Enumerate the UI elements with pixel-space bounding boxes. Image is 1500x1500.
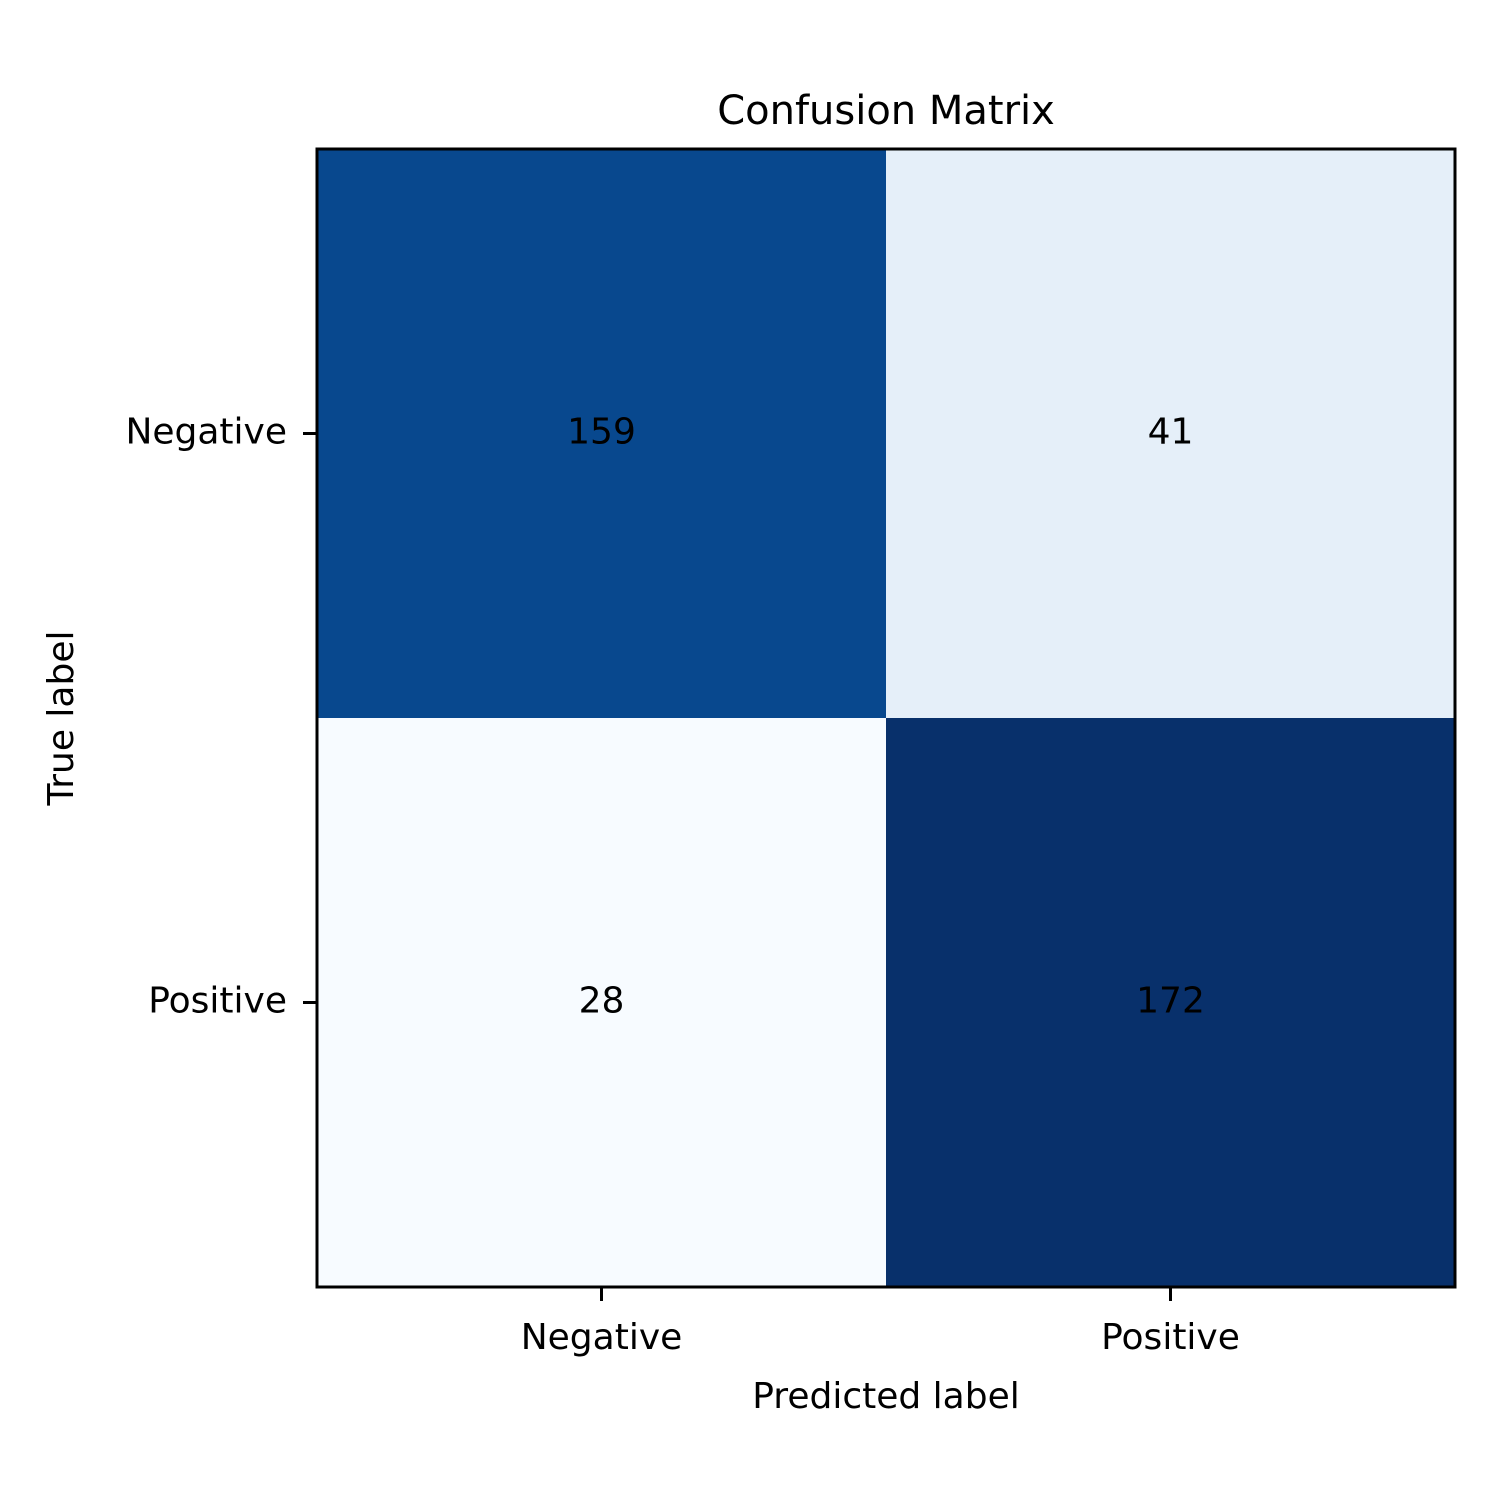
- chart-title: Confusion Matrix: [717, 88, 1055, 134]
- heatmap-cell-r0-c1: [886, 149, 1455, 718]
- x-axis-ticks: Negative Positive: [521, 1287, 1240, 1358]
- heatmap-cells: [317, 149, 1455, 1287]
- cell-value-label: 28: [579, 981, 625, 1022]
- heatmap-cell-labels: 159 41 28 172: [567, 412, 1205, 1022]
- plot-frame: [315, 147, 1457, 1289]
- y-tick-label: Positive: [148, 981, 287, 1022]
- cell-value-label: 159: [567, 412, 636, 453]
- x-tick-label: Positive: [1101, 1317, 1240, 1358]
- x-axis-label: Predicted label: [752, 1376, 1020, 1417]
- cell-value-label: 172: [1136, 981, 1205, 1022]
- heatmap-cell-r1-c1: [886, 718, 1455, 1287]
- heatmap-cell-r0-c0: [317, 149, 886, 718]
- y-axis-label: True label: [41, 631, 82, 807]
- y-tick-label: Negative: [125, 412, 287, 453]
- cell-value-label: 41: [1148, 412, 1194, 453]
- x-tick-label: Negative: [521, 1317, 683, 1358]
- heatmap-cell-r1-c0: [317, 718, 886, 1287]
- y-axis-ticks: Negative Positive: [125, 412, 317, 1022]
